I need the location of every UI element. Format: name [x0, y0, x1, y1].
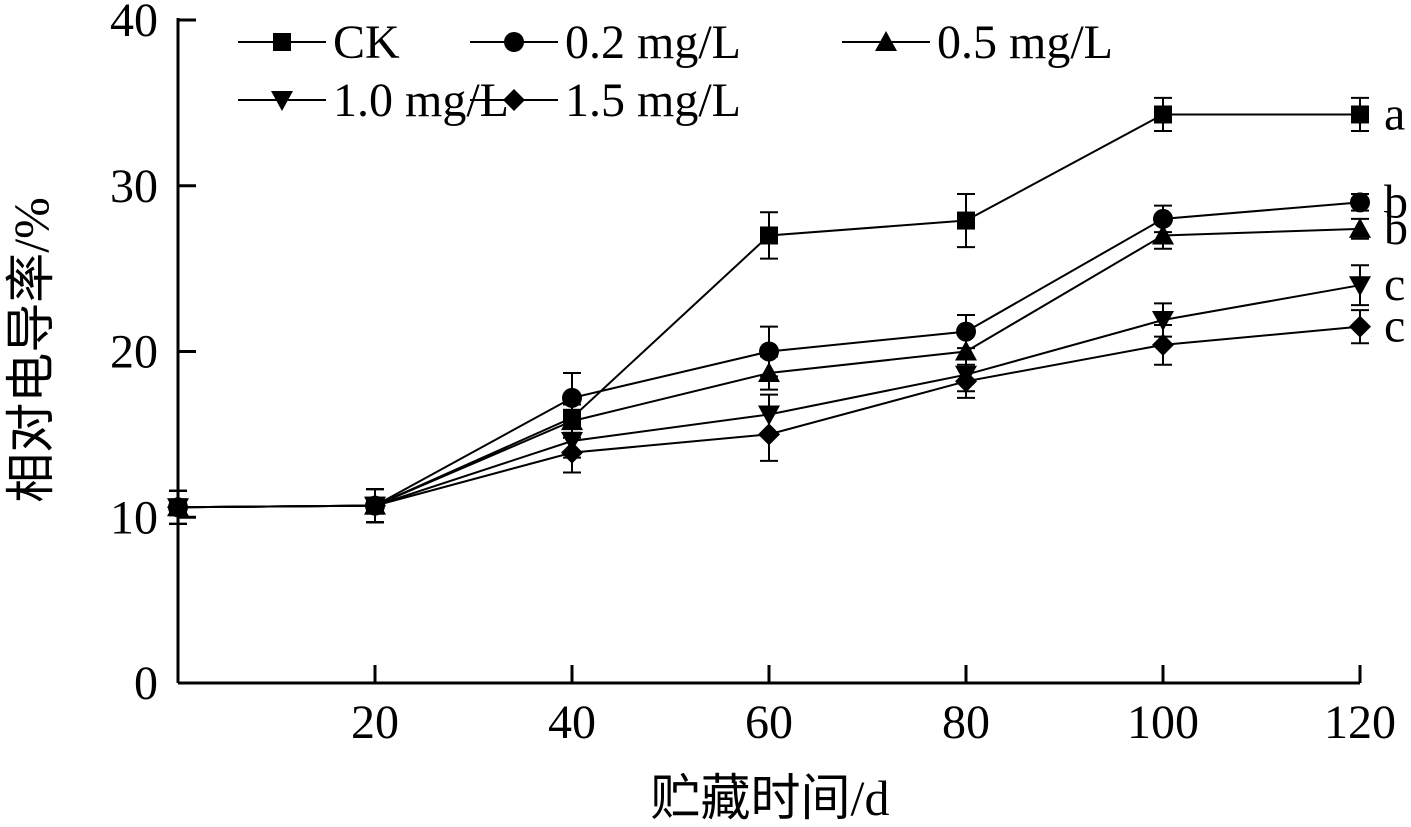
- legend-label: 1.5 mg/L: [565, 74, 741, 127]
- legend-marker: [503, 89, 525, 111]
- legend-item: 1.5 mg/L: [470, 74, 741, 127]
- data-point: [1152, 333, 1174, 356]
- x-tick-label: 100: [1127, 696, 1199, 749]
- data-point: [1349, 315, 1371, 338]
- y-tick-label: 10: [110, 491, 158, 544]
- legend: CK 0.2 mg/L 0.5 mg/L 1.0 mg/L 1.5 mg/L: [238, 16, 1113, 127]
- data-point: [562, 387, 582, 408]
- y-axis-ticks: 0 10 20 30 40: [110, 0, 196, 710]
- x-axis-label: 贮藏时间/d: [651, 770, 890, 826]
- data-point: [1154, 105, 1172, 124]
- x-tick-label: 40: [548, 696, 596, 749]
- legend-marker: [504, 32, 524, 52]
- data-point: [1349, 217, 1371, 238]
- data-point: [1152, 311, 1174, 332]
- legend-marker: [875, 31, 897, 51]
- data-point: [1153, 208, 1173, 229]
- legend-label: 0.5 mg/L: [937, 16, 1113, 69]
- data-point: [1349, 276, 1371, 297]
- x-tick-label: 20: [351, 696, 399, 749]
- data-point: [1350, 192, 1370, 213]
- legend-item: 1.0 mg/L: [238, 74, 509, 127]
- data-point: [758, 423, 780, 446]
- x-tick-label: 80: [942, 696, 990, 749]
- data-point: [1152, 224, 1174, 245]
- data-point: [957, 211, 975, 230]
- data-point: [955, 340, 977, 361]
- series-1-0-mg-l: [167, 264, 1371, 525]
- legend-label: CK: [333, 16, 400, 69]
- data-point: [758, 362, 780, 383]
- x-tick-label: 60: [745, 696, 793, 749]
- legend-label: 0.2 mg/L: [565, 16, 741, 69]
- legend-item: CK: [238, 16, 400, 69]
- data-point: [760, 226, 778, 245]
- data-point: [167, 496, 189, 519]
- significance-label: b: [1384, 202, 1408, 255]
- x-axis-ticks: 20 40 60 80 100 120: [351, 665, 1396, 749]
- significance-label: c: [1384, 258, 1405, 311]
- significance-label: c: [1384, 300, 1405, 353]
- x-tick-label: 120: [1324, 696, 1396, 749]
- data-point: [364, 494, 386, 517]
- y-tick-label: 40: [110, 0, 158, 47]
- y-tick-label: 20: [110, 326, 158, 379]
- legend-item: 0.2 mg/L: [470, 16, 741, 69]
- y-tick-label: 30: [110, 160, 158, 213]
- legend-item: 0.5 mg/L: [842, 16, 1113, 69]
- legend-marker: [273, 33, 291, 51]
- y-axis-label: 相对电导率/%: [3, 197, 59, 503]
- data-point: [1351, 105, 1369, 124]
- y-tick-label: 0: [134, 657, 158, 710]
- data-point: [955, 370, 977, 393]
- data-point: [561, 441, 583, 464]
- data-point: [956, 321, 976, 342]
- significance-label: a: [1384, 87, 1405, 140]
- significance-label: b: [1384, 175, 1408, 228]
- series-1-5-mg-l: [167, 309, 1371, 525]
- series-0-5-mg-l: [167, 217, 1371, 525]
- legend-marker: [271, 91, 293, 111]
- series-group: [167, 96, 1371, 525]
